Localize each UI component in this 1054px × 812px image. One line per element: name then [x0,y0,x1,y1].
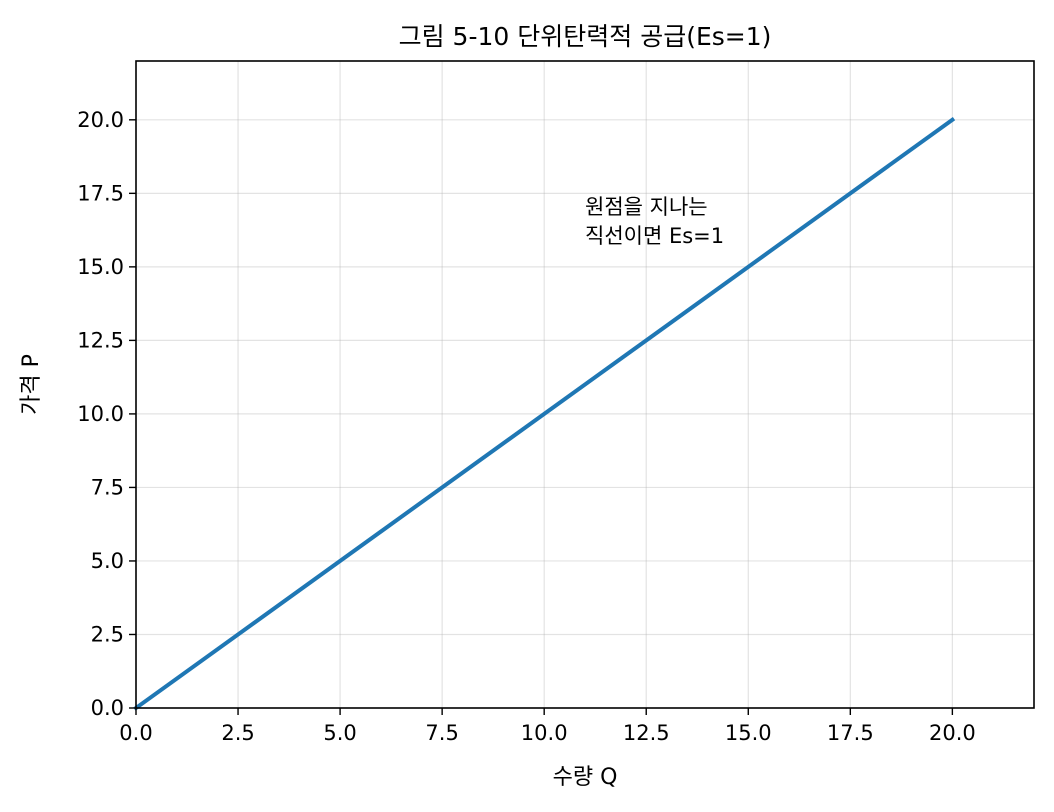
y-tick-label: 7.5 [91,475,124,499]
series-layer [133,117,956,711]
y-axis-label: 가격 P [19,354,44,415]
x-tick-label: 15.0 [725,721,772,745]
y-axis: 0.0 2.5 5.0 7.5 10.0 12.5 15.0 17.5 20.0 [77,108,136,720]
annotation-line: 직선이면 Es=1 [585,224,724,248]
y-tick-label: 15.0 [77,255,124,279]
x-axis: 0.0 2.5 5.0 7.5 10.0 12.5 15.0 17.5 20.0 [119,708,976,745]
x-tick-label: 12.5 [623,721,670,745]
y-tick-label: 17.5 [77,181,124,205]
x-tick-label: 2.5 [221,721,254,745]
x-axis-label: 수량 Q [553,765,618,790]
x-tick-label: 5.0 [323,721,356,745]
plot-frame [135,60,1035,709]
y-tick-label: 12.5 [77,328,124,352]
y-tick-label: 10.0 [77,402,124,426]
supply-line [133,117,956,711]
y-tick-label: 5.0 [91,549,124,573]
x-tick-label: 0.0 [119,721,152,745]
chart-title: 그림 5-10 단위탄력적 공급(Es=1) [399,22,772,51]
y-tick-label: 0.0 [91,696,124,720]
x-tick-label: 17.5 [827,721,874,745]
x-tick-label: 10.0 [521,721,568,745]
x-tick-label: 7.5 [425,721,458,745]
y-tick-label: 20.0 [77,108,124,132]
annotation-line: 원점을 지나는 [585,195,708,219]
y-tick-label: 2.5 [91,622,124,646]
x-tick-label: 20.0 [929,721,976,745]
